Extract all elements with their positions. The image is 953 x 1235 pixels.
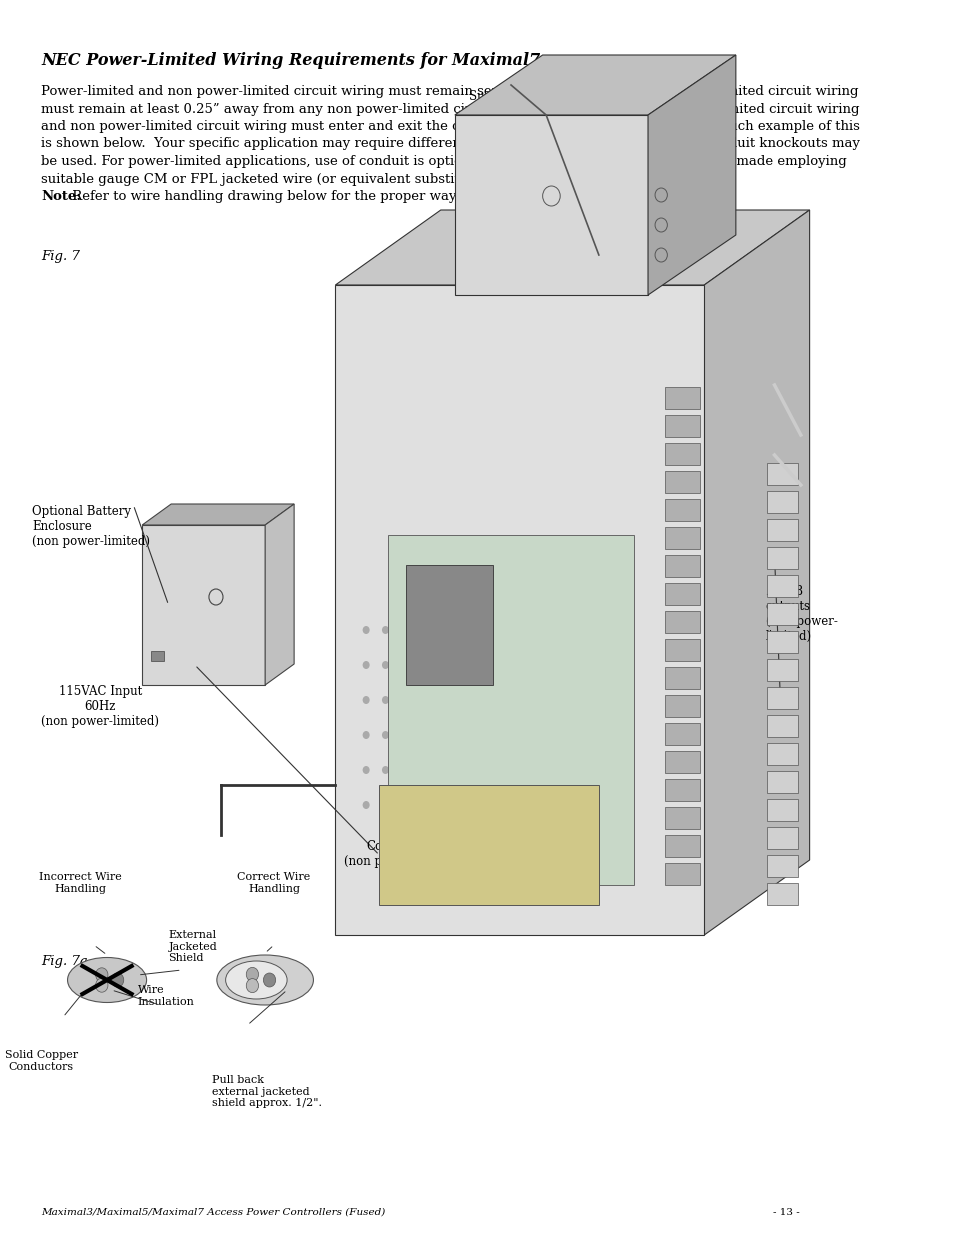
Polygon shape bbox=[335, 285, 703, 935]
Text: Power-limited and non power-limited circuit wiring must remain separated in the : Power-limited and non power-limited circ… bbox=[41, 85, 858, 98]
Bar bbox=[664, 695, 700, 718]
Circle shape bbox=[381, 697, 389, 704]
Text: (Fig. 7a).: (Fig. 7a). bbox=[580, 190, 642, 203]
Bar bbox=[379, 785, 598, 905]
Bar bbox=[664, 835, 700, 857]
Bar bbox=[664, 779, 700, 802]
Text: 115VAC Input
60Hz
(non power-limited): 115VAC Input 60Hz (non power-limited) bbox=[41, 685, 159, 727]
Bar bbox=[766, 771, 798, 793]
Text: Solid Copper
Conductors: Solid Copper Conductors bbox=[5, 1050, 78, 1072]
Circle shape bbox=[381, 661, 389, 669]
Bar bbox=[766, 492, 798, 513]
Polygon shape bbox=[142, 504, 294, 525]
Circle shape bbox=[381, 802, 389, 809]
Bar bbox=[766, 743, 798, 764]
Text: is shown below.  Your specific application may require different conduit knockou: is shown below. Your specific applicatio… bbox=[41, 137, 860, 151]
Circle shape bbox=[246, 967, 258, 982]
Circle shape bbox=[401, 661, 408, 669]
Circle shape bbox=[362, 766, 369, 774]
Text: Maximal3/Maximal5/Maximal7 Access Power Controllers (Fused): Maximal3/Maximal5/Maximal7 Access Power … bbox=[41, 1208, 385, 1216]
Bar bbox=[664, 471, 700, 493]
Circle shape bbox=[362, 731, 369, 739]
Text: and non power-limited circuit wiring must enter and exit the cabinet through dif: and non power-limited circuit wiring mus… bbox=[41, 120, 860, 133]
Bar bbox=[664, 387, 700, 409]
Bar bbox=[766, 715, 798, 737]
Polygon shape bbox=[455, 56, 735, 115]
Circle shape bbox=[401, 731, 408, 739]
Circle shape bbox=[362, 697, 369, 704]
Bar bbox=[664, 806, 700, 829]
Circle shape bbox=[362, 626, 369, 634]
Text: Fig. 7: Fig. 7 bbox=[41, 249, 80, 263]
Bar bbox=[766, 687, 798, 709]
Text: suitable gauge CM or FPL jacketed wire (or equivalent substitute).: suitable gauge CM or FPL jacketed wire (… bbox=[41, 173, 490, 185]
Bar bbox=[388, 535, 634, 885]
Bar bbox=[766, 547, 798, 569]
Circle shape bbox=[112, 973, 124, 987]
Circle shape bbox=[401, 802, 408, 809]
Ellipse shape bbox=[216, 955, 314, 1005]
Bar bbox=[664, 415, 700, 437]
Text: External
Jacketed
Shield: External Jacketed Shield bbox=[169, 930, 217, 963]
Circle shape bbox=[381, 731, 389, 739]
Bar bbox=[766, 659, 798, 680]
Bar bbox=[664, 667, 700, 689]
Text: be used. For power-limited applications, use of conduit is optional. All field w: be used. For power-limited applications,… bbox=[41, 156, 846, 168]
Bar bbox=[766, 463, 798, 485]
Text: Note:: Note: bbox=[41, 190, 81, 203]
Text: must remain at least 0.25” away from any non power-limited circuit wiring.  Furt: must remain at least 0.25” away from any… bbox=[41, 103, 859, 116]
Bar bbox=[766, 855, 798, 877]
Circle shape bbox=[381, 626, 389, 634]
Bar bbox=[766, 883, 798, 905]
Text: Pull back
external jacketed
shield approx. 1/2".: Pull back external jacketed shield appro… bbox=[213, 1074, 322, 1108]
Bar bbox=[664, 555, 700, 577]
Polygon shape bbox=[703, 210, 809, 935]
Ellipse shape bbox=[68, 957, 147, 1003]
Text: Battery
Connections
(non power-limited): Battery Connections (non power-limited) bbox=[344, 825, 461, 868]
Polygon shape bbox=[335, 210, 809, 285]
Circle shape bbox=[263, 973, 275, 987]
Bar bbox=[664, 722, 700, 745]
Bar bbox=[664, 611, 700, 634]
Circle shape bbox=[362, 802, 369, 809]
Circle shape bbox=[95, 978, 108, 992]
Text: - 13 -: - 13 - bbox=[772, 1208, 800, 1216]
Ellipse shape bbox=[226, 961, 287, 999]
Bar bbox=[766, 799, 798, 821]
Bar bbox=[664, 863, 700, 885]
Bar bbox=[405, 564, 493, 685]
Circle shape bbox=[401, 697, 408, 704]
Text: Refer to wire handling drawing below for the proper way to install the CM or FPL: Refer to wire handling drawing below for… bbox=[68, 190, 725, 203]
Bar bbox=[766, 576, 798, 597]
Text: Fig. 7a: Fig. 7a bbox=[41, 955, 88, 968]
Text: Correct Wire
Handling: Correct Wire Handling bbox=[237, 872, 311, 894]
Text: Wire
Insulation: Wire Insulation bbox=[137, 986, 194, 1007]
Polygon shape bbox=[455, 115, 647, 295]
Circle shape bbox=[381, 766, 389, 774]
Polygon shape bbox=[647, 56, 735, 295]
Polygon shape bbox=[265, 504, 294, 685]
Circle shape bbox=[401, 626, 408, 634]
Bar bbox=[151, 651, 164, 661]
Text: Supervisory
Connections
(power-limited): Supervisory Connections (power-limited) bbox=[457, 90, 554, 232]
Circle shape bbox=[401, 766, 408, 774]
Circle shape bbox=[362, 661, 369, 669]
Circle shape bbox=[95, 968, 108, 982]
Bar bbox=[664, 638, 700, 661]
Circle shape bbox=[246, 978, 258, 993]
Bar bbox=[766, 827, 798, 848]
Bar bbox=[664, 499, 700, 521]
Bar bbox=[766, 519, 798, 541]
Bar bbox=[664, 751, 700, 773]
Text: Optional Battery
Enclosure
(non power-limited): Optional Battery Enclosure (non power-li… bbox=[32, 505, 151, 548]
Bar bbox=[664, 443, 700, 466]
Text: ACM8
outputs
(non power-
limited): ACM8 outputs (non power- limited) bbox=[765, 585, 837, 643]
Bar bbox=[664, 583, 700, 605]
Bar bbox=[766, 603, 798, 625]
Bar bbox=[664, 527, 700, 550]
Text: NEC Power-Limited Wiring Requirements for Maximal7:: NEC Power-Limited Wiring Requirements fo… bbox=[41, 52, 546, 69]
Bar bbox=[766, 631, 798, 653]
Text: Incorrect Wire
Handling: Incorrect Wire Handling bbox=[39, 872, 122, 894]
Polygon shape bbox=[142, 525, 265, 685]
